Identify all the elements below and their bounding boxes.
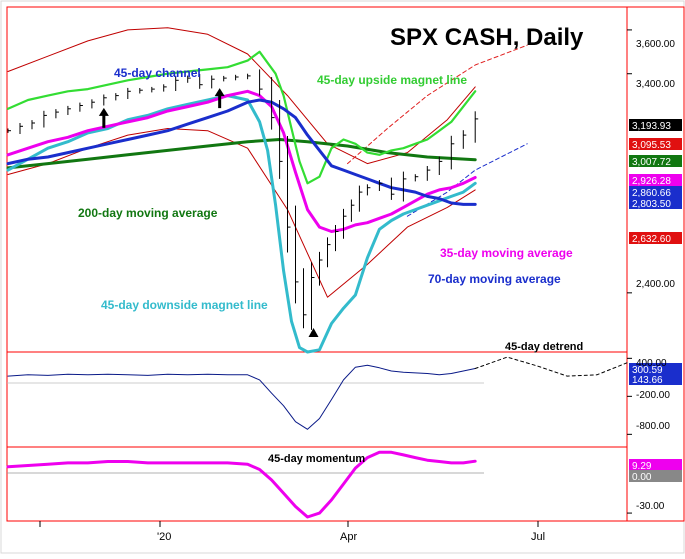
x-tick-label-apr: Apr: [340, 531, 357, 543]
value-tag-price-1: 3,095.53: [632, 140, 671, 151]
value-tag-box: [629, 138, 682, 150]
value-tag-box: [629, 470, 682, 482]
value-tag-box: [629, 459, 682, 471]
arrow-up-marker: [98, 107, 109, 116]
value-tag-box: [629, 363, 682, 375]
value-tag-price-3: 2,926.28: [632, 176, 671, 187]
value-tag-box: [629, 373, 682, 385]
y-tick-label-neg800: -800.00: [636, 421, 670, 432]
value-tag-box: [629, 174, 682, 186]
label-200-day-ma: 200-day moving average: [78, 206, 218, 220]
value-tag-detrend-1: 143.66: [632, 375, 663, 386]
value-tag-momentum-0: 9.29: [632, 461, 652, 472]
label-45-day-detrend: 45-day detrend: [505, 341, 583, 353]
value-tag-box: [629, 186, 682, 198]
plot-frame: [6, 6, 685, 522]
label-35-day-ma: 35-day moving average: [440, 246, 573, 260]
series-line-45-day-channel-upper: [7, 27, 476, 165]
series-line-35-day-moving-average: [6, 89, 477, 233]
value-tag-price-5: 2,803.50: [632, 199, 671, 210]
series-line-45-day-momentum: [6, 450, 477, 519]
series-line-projection-upper: [347, 44, 528, 165]
y-tick-label-2400: 2,400.00: [636, 279, 675, 290]
series-line-45-day-detrend: [7, 364, 476, 430]
y-tick-label-neg200: -200.00: [636, 390, 670, 401]
series-line-70-day-moving-average: [6, 98, 477, 206]
value-tag-box: [629, 232, 682, 244]
chart-title: SPX CASH, Daily: [390, 24, 584, 51]
x-tick-label-jul: Jul: [531, 531, 545, 543]
y-tick-label-3600: 3,600.00: [636, 39, 675, 50]
label-upside-magnet: 45-day upside magnet line: [317, 73, 467, 87]
value-tag-price-6: 2,632.60: [632, 234, 671, 245]
label-45-day-channel: 45-day channel: [114, 66, 201, 80]
value-tag-detrend-0: 300.59: [632, 365, 663, 376]
value-tag-price-4: 2,860.66: [632, 188, 671, 199]
label-70-day-ma: 70-day moving average: [428, 272, 561, 286]
label-45-day-momentum: 45-day momentum: [268, 453, 365, 465]
value-tag-box: [629, 119, 682, 131]
y-tick-label-3400: 3,400.00: [636, 79, 675, 90]
arrow-up-marker: [214, 88, 225, 97]
label-downside-magnet: 45-day downside magnet line: [101, 298, 268, 312]
y-tick-label-400: 400.00: [636, 358, 667, 369]
series-line-45-day-detrend-projection: [474, 356, 628, 377]
value-tag-price-2: 3,007.72: [632, 157, 671, 168]
value-tag-price-0: 3,193.93: [632, 121, 671, 132]
value-tag-momentum-1: 0.00: [632, 472, 652, 483]
value-tag-box: [629, 197, 682, 209]
low-triangle-marker: [308, 328, 319, 337]
x-tick-label-20: '20: [157, 531, 171, 543]
y-tick-label-neg30: -30.00: [636, 501, 665, 512]
value-tag-box: [629, 155, 682, 167]
